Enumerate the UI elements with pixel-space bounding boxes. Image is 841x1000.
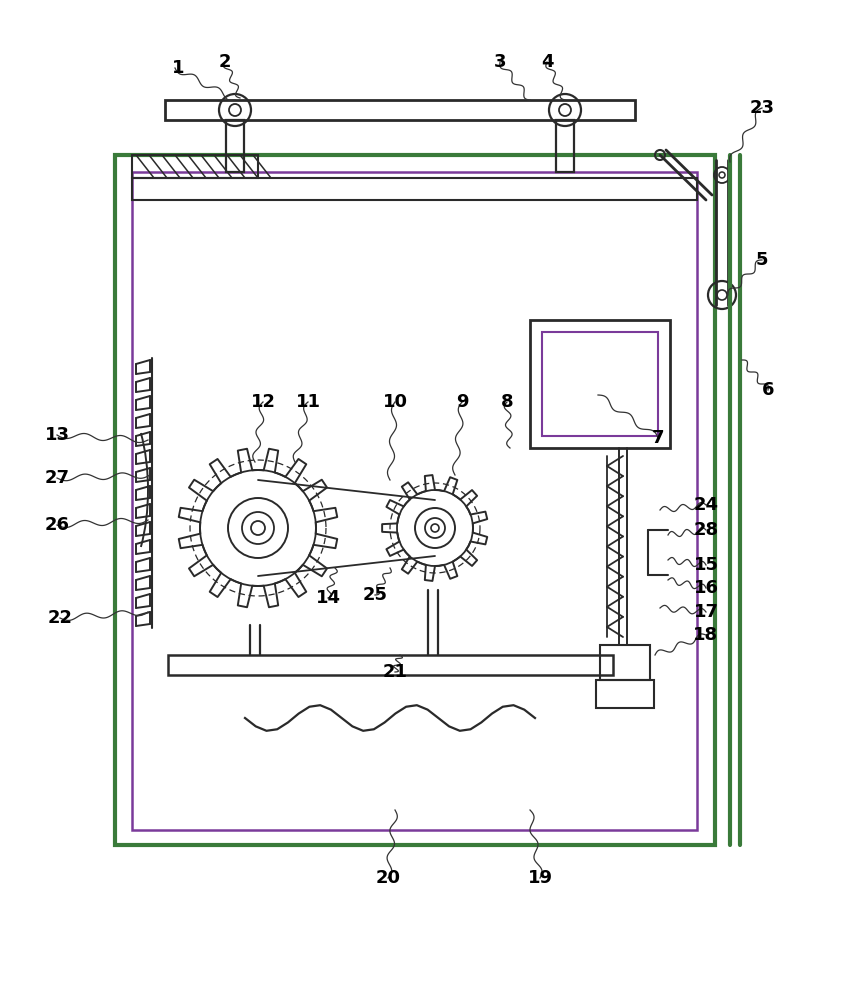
Text: 2: 2 (219, 53, 231, 71)
Bar (600, 645, 650, 680)
Bar (165, 100, 635, 120)
Bar (132, 178, 697, 200)
Text: 24: 24 (694, 496, 718, 514)
Text: 8: 8 (500, 393, 513, 411)
Bar (556, 120, 574, 172)
Text: 21: 21 (383, 663, 408, 681)
Text: 26: 26 (45, 516, 70, 534)
Bar (168, 655, 613, 675)
Text: 12: 12 (251, 393, 276, 411)
Text: 15: 15 (694, 556, 718, 574)
Text: 25: 25 (362, 586, 388, 604)
Text: 14: 14 (315, 589, 341, 607)
Text: 22: 22 (47, 609, 72, 627)
Bar (115, 155, 715, 845)
Bar (542, 332, 658, 436)
Text: 27: 27 (45, 469, 70, 487)
Text: 23: 23 (749, 99, 775, 117)
Text: 17: 17 (694, 603, 718, 621)
Bar (132, 172, 697, 830)
Bar (530, 320, 670, 448)
Text: 28: 28 (694, 521, 718, 539)
Text: 7: 7 (652, 429, 664, 447)
Text: 19: 19 (527, 869, 553, 887)
Text: 5: 5 (756, 251, 768, 269)
Text: 18: 18 (694, 626, 718, 644)
Text: 3: 3 (494, 53, 506, 71)
Text: 1: 1 (172, 59, 184, 77)
Text: 16: 16 (694, 579, 718, 597)
Text: 13: 13 (45, 426, 70, 444)
Bar (132, 155, 258, 178)
Text: 10: 10 (383, 393, 408, 411)
Bar (226, 120, 244, 172)
Text: 9: 9 (456, 393, 468, 411)
Bar (596, 680, 654, 708)
Text: 6: 6 (762, 381, 775, 399)
Text: 20: 20 (375, 869, 400, 887)
Text: 4: 4 (541, 53, 553, 71)
Text: 11: 11 (295, 393, 320, 411)
